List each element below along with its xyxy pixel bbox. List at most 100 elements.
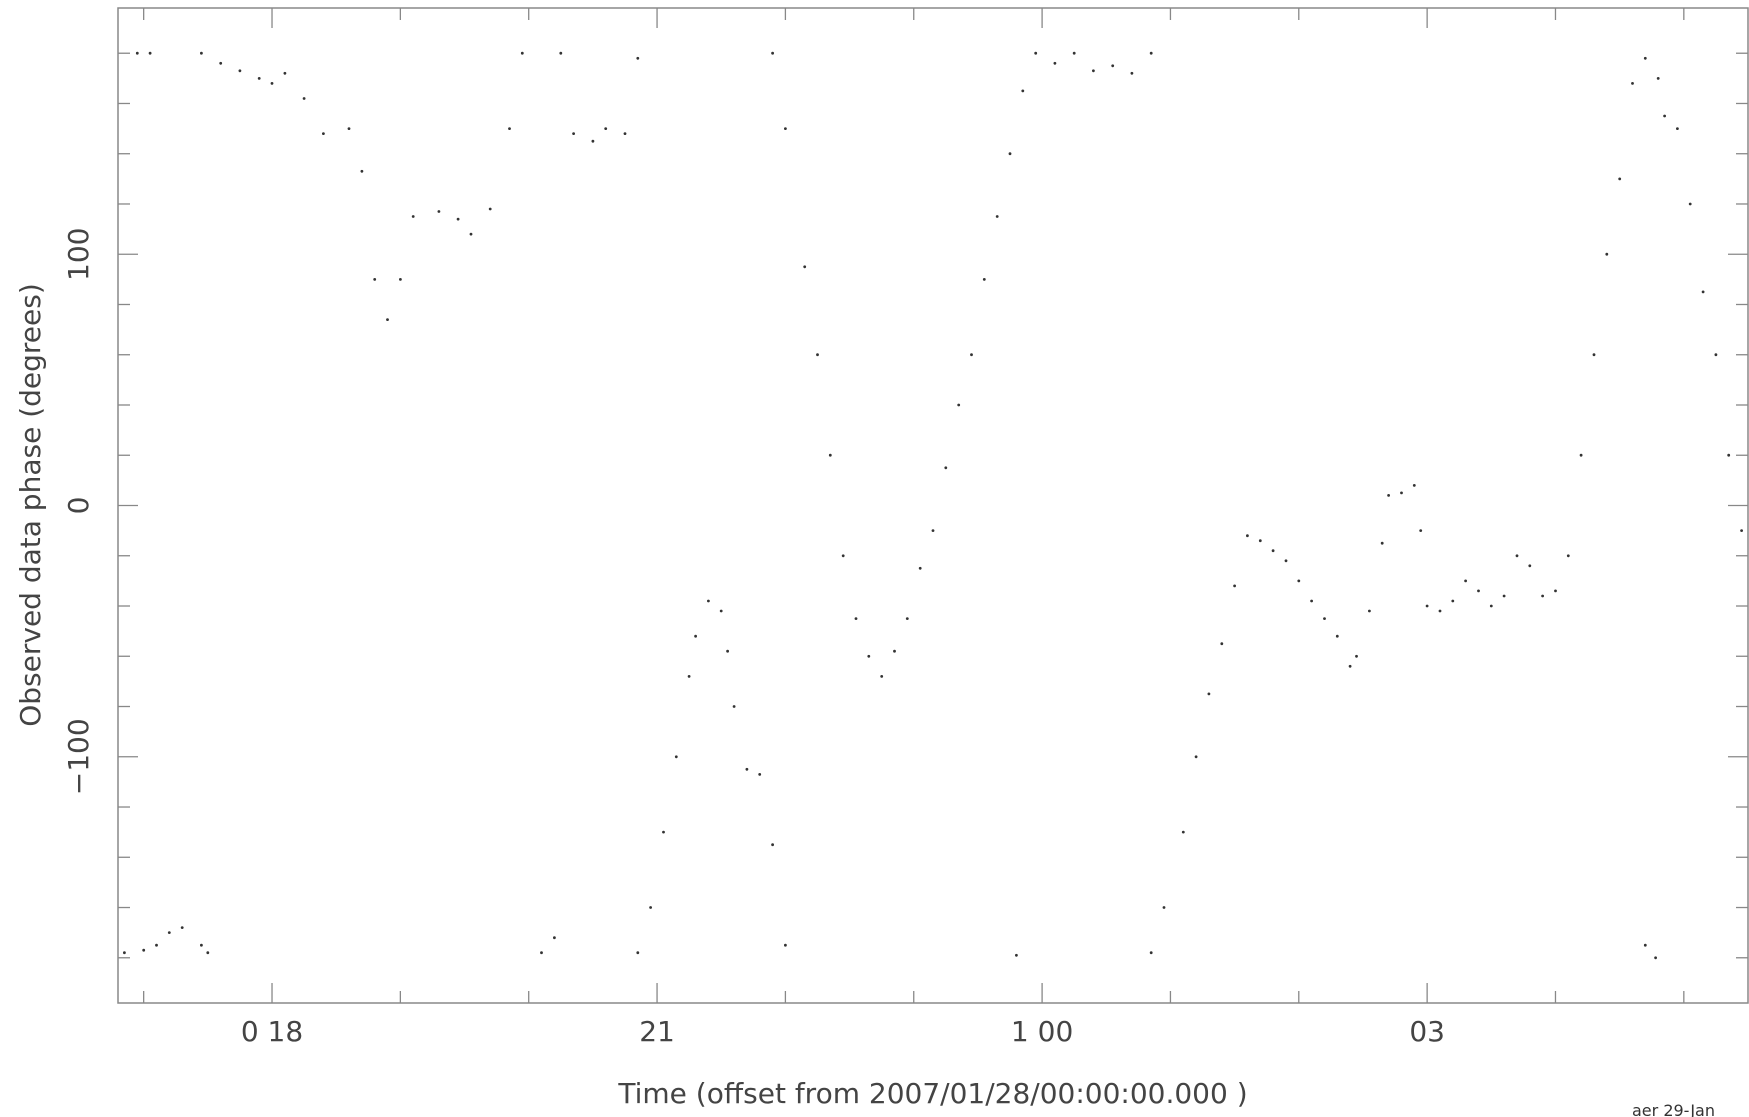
data-point: [931, 529, 935, 532]
data-point: [200, 943, 203, 947]
data-point: [1528, 564, 1532, 568]
data-point: [553, 936, 556, 940]
data-point: [411, 215, 415, 218]
data-point: [784, 943, 787, 947]
data-point: [322, 132, 325, 136]
data-point: [399, 278, 402, 281]
data-point: [1034, 51, 1038, 55]
plot-frame: [117, 7, 1749, 1004]
data-point: [771, 51, 774, 55]
data-point: [841, 554, 845, 558]
data-point: [707, 599, 710, 603]
data-point: [1194, 755, 1198, 759]
data-point: [219, 61, 223, 65]
data-point: [726, 649, 729, 653]
data-point: [1284, 559, 1288, 563]
data-point: [238, 69, 242, 73]
data-point: [1335, 634, 1339, 638]
data-point: [360, 169, 364, 173]
data-point: [508, 127, 511, 130]
data-point: [1663, 114, 1666, 118]
data-point: [1368, 609, 1371, 613]
data-point: [1579, 453, 1583, 457]
data-point: [771, 843, 774, 847]
data-point: [1092, 69, 1095, 73]
data-point: [1631, 82, 1634, 85]
data-point: [1400, 491, 1403, 495]
data-point: [828, 453, 832, 457]
data-point: [1111, 64, 1115, 68]
data-point: [1592, 353, 1596, 357]
data-point: [257, 77, 261, 80]
data-point: [1605, 252, 1609, 256]
footnote: aer 29-Jan: [1632, 1101, 1715, 1117]
x-tick-label: 1 00: [1011, 1015, 1073, 1048]
data-point: [687, 675, 691, 678]
data-point: [1348, 664, 1352, 668]
data-point: [1233, 584, 1236, 588]
data-point: [803, 265, 807, 269]
data-point: [745, 767, 749, 771]
data-point: [694, 634, 697, 638]
data-point: [880, 675, 884, 678]
data-point: [1419, 529, 1423, 532]
data-point: [1643, 943, 1647, 947]
data-point: [591, 139, 595, 143]
data-point: [623, 132, 627, 136]
data-point: [732, 705, 736, 708]
data-point: [1355, 654, 1358, 658]
data-point: [1380, 541, 1384, 545]
data-point: [1021, 89, 1025, 93]
data-point: [1489, 604, 1493, 608]
data-point: [893, 649, 896, 653]
data-point: [1654, 956, 1657, 960]
data-point: [347, 127, 351, 130]
data-point: [674, 755, 678, 759]
y-tick-label: 0: [62, 497, 95, 515]
data-point: [1656, 77, 1660, 80]
y-axis-ticks: [118, 52, 1748, 959]
y-tick-label: 100: [62, 228, 95, 281]
data-point: [1515, 554, 1519, 558]
data-point: [1438, 609, 1442, 613]
data-point: [1053, 61, 1057, 65]
data-point: [1502, 594, 1506, 598]
data-point: [456, 217, 460, 221]
data-point: [1015, 953, 1018, 957]
data-point: [995, 215, 999, 218]
data-point: [200, 51, 203, 55]
data-point: [905, 617, 909, 620]
data-point: [1554, 589, 1557, 593]
data-point: [148, 51, 152, 55]
data-point: [1072, 51, 1076, 55]
data-point: [636, 56, 640, 60]
data-point: [604, 127, 608, 130]
data-point: [302, 97, 306, 100]
data-point: [944, 466, 948, 470]
data-point: [1149, 951, 1153, 955]
data-point: [758, 773, 762, 776]
data-point: [1464, 579, 1467, 583]
data-point: [662, 830, 665, 834]
data-point: [1387, 494, 1390, 497]
data-point: [135, 51, 139, 55]
x-axis-ticks: [143, 8, 1685, 1003]
data-point: [982, 278, 986, 281]
data-point: [1008, 152, 1012, 156]
data-point: [206, 951, 210, 955]
data-point: [636, 951, 640, 955]
x-axis-tick-labels: 0 18 21 1 00 03: [241, 1015, 1445, 1048]
data-point: [520, 51, 524, 55]
data-point: [155, 943, 158, 947]
data-point: [123, 951, 126, 955]
data-point: [867, 654, 871, 658]
data-point: [437, 210, 441, 213]
data-point: [1714, 353, 1718, 357]
data-point: [1566, 554, 1570, 558]
data-point: [1425, 604, 1429, 608]
data-point: [488, 207, 492, 211]
data-point: [572, 132, 575, 136]
data-point: [559, 51, 563, 55]
phase-data-points: [123, 51, 1743, 960]
data-point: [1618, 177, 1622, 181]
